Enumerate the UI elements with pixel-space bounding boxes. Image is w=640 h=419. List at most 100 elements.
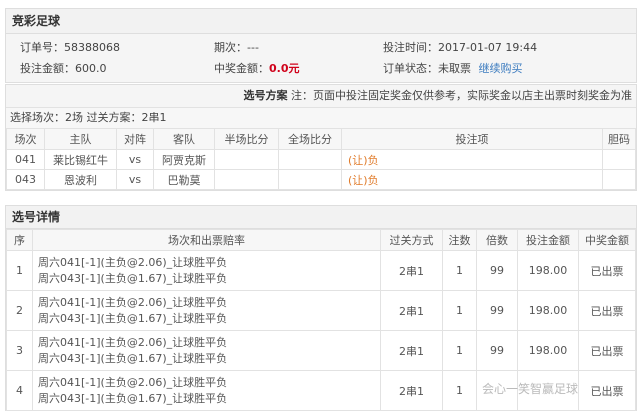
cell-away: 阿贾克斯 [153, 149, 215, 170]
column-header: 中奖金额 [578, 229, 636, 251]
match-line: 周六041[-1](主负@2.06)_让球胜平负 [38, 335, 228, 349]
cell-prize: 已出票 [578, 370, 636, 411]
cell-multiple: 99 [476, 290, 518, 331]
cell-count: 1 [442, 250, 477, 291]
cell-count: 1 [442, 370, 477, 411]
cell-banker [602, 169, 636, 190]
label: 投注时间： [383, 41, 438, 54]
order-status: 订单状态：未取票 继续购买 [383, 60, 523, 76]
match-table: 场次 主队 对阵 客队 半场比分 全场比分 投注项 胆码 041 莱比锡红牛 vs 阿贾克斯 (让)负… [6, 128, 636, 190]
plan-title: 选号方案 [243, 89, 288, 102]
plan-note: 注：页面中投注固定奖金仅供参考，实际奖金以店主出票时刻奖金为准 [291, 89, 632, 102]
detail-panel: 选号详情 序场次和出票赔率 过关方式 注数 倍数 投注金额 中奖金额 1 周六041[-1]… [5, 205, 637, 411]
cell-seq: 1 [6, 250, 33, 291]
column-header: 场次和出票赔率 [32, 229, 381, 251]
table-row: 1 周六041[-1](主负@2.06)_让球胜平负 周六043[-1](主负@1.… [6, 250, 636, 291]
column-header: 过关方式 [380, 229, 443, 251]
column-header: 投注项 [341, 128, 603, 150]
value: 0.0元 [269, 62, 300, 75]
prize-amount: 中奖金额：0.0元 [214, 60, 300, 76]
cell-count: 1 [442, 290, 477, 331]
value: 58388068 [64, 41, 120, 54]
cell-bet: (让)负 [341, 149, 603, 170]
cell-banker [602, 149, 636, 170]
table-row: 3 周六041[-1](主负@2.06)_让球胜平负 周六043[-1](主负@1.… [6, 330, 636, 371]
table-row: 2 周六041[-1](主负@2.06)_让球胜平负 周六043[-1](主负@1.… [6, 290, 636, 331]
column-header: 场次 [6, 128, 45, 150]
column-header: 全场比分 [278, 128, 342, 150]
order-info: 订单号：58388068 期次：--- 投注时间：2017-01-07 19:4… [6, 34, 636, 82]
bet-time: 投注时间：2017-01-07 19:44 [383, 39, 537, 55]
value: 2017-01-07 19:44 [438, 41, 538, 54]
cell-matches: 周六041[-1](主负@2.06)_让球胜平负 周六043[-1](主负@1.6… [32, 370, 381, 411]
cell-home: 恩波利 [44, 169, 117, 190]
cell-amount [517, 370, 579, 411]
detail-table: 序场次和出票赔率 过关方式 注数 倍数 投注金额 中奖金额 1 周六041[-1](主负@2… [6, 229, 636, 411]
order-panel: 竞彩足球 订单号：58388068 期次：--- 投注时间：2017-01-07… [5, 8, 637, 83]
selection-summary: 选择场次：2场 过关方案：2串1 [6, 108, 636, 128]
continue-buy-link[interactable]: 继续购买 [478, 62, 523, 75]
match-line: 周六043[-1](主负@1.67)_让球胜平负 [38, 351, 228, 365]
panel-title: 竞彩足球 [6, 9, 636, 34]
match-line: 周六043[-1](主负@1.67)_让球胜平负 [38, 391, 228, 405]
cell-seq: 4 [6, 370, 33, 411]
table-row: 4 周六041[-1](主负@2.06)_让球胜平负 周六043[-1](主负@1.… [6, 370, 636, 411]
label: 中奖金额： [214, 62, 269, 75]
cell-multiple: 99 [476, 250, 518, 291]
column-header: 胆码 [602, 128, 636, 150]
watermark: 会心一笑智赢足球 [482, 382, 579, 396]
match-line: 周六043[-1](主负@1.67)_让球胜平负 [38, 271, 228, 285]
match-line: 周六043[-1](主负@1.67)_让球胜平负 [38, 311, 228, 325]
cell-vs: vs [116, 149, 154, 170]
column-header: 半场比分 [214, 128, 279, 150]
cell-multiple: 99 [476, 330, 518, 371]
value: 未取票 [438, 62, 471, 75]
cell-seq: 2 [6, 290, 33, 331]
cell-home: 莱比锡红牛 [44, 149, 117, 170]
cell-matches: 周六041[-1](主负@2.06)_让球胜平负 周六043[-1](主负@1.6… [32, 290, 381, 331]
cell-half [214, 149, 279, 170]
label: 订单状态： [383, 62, 438, 75]
column-header: 注数 [442, 229, 477, 251]
cell-bet: (让)负 [341, 169, 603, 190]
cell-full [278, 149, 342, 170]
cell-vs: vs [116, 169, 154, 190]
column-header: 客队 [153, 128, 215, 150]
order-number: 订单号：58388068 [20, 39, 120, 55]
cell-matches: 周六041[-1](主负@2.06)_让球胜平负 周六043[-1](主负@1.6… [32, 330, 381, 371]
cell-pass: 2串1 [380, 370, 443, 411]
cell-amount: 198.00 [517, 250, 579, 291]
cell-half [214, 169, 279, 190]
column-header: 倍数 [476, 229, 518, 251]
label: 期次： [214, 41, 247, 54]
cell-prize: 已出票 [578, 290, 636, 331]
issue: 期次：--- [214, 39, 259, 55]
cell-full [278, 169, 342, 190]
cell-pass: 2串1 [380, 290, 443, 331]
match-line: 周六041[-1](主负@2.06)_让球胜平负 [38, 375, 228, 389]
plan-panel: 选号方案 注：页面中投注固定奖金仅供参考，实际奖金以店主出票时刻奖金为准 选择场… [5, 84, 637, 191]
cell-no: 043 [6, 169, 45, 190]
column-header: 投注金额 [517, 229, 579, 251]
cell-count: 1 [442, 330, 477, 371]
cell-amount: 198.00 [517, 330, 579, 371]
column-header: 序 [6, 229, 33, 251]
cell-no: 041 [6, 149, 45, 170]
value: 600.0 [75, 62, 107, 75]
table-row: 041 莱比锡红牛 vs 阿贾克斯 (让)负 [6, 149, 636, 170]
match-line: 周六041[-1](主负@2.06)_让球胜平负 [38, 295, 228, 309]
bet-amount: 投注金额：600.0 [20, 60, 107, 76]
label: 投注金额： [20, 62, 75, 75]
cell-amount: 198.00 [517, 290, 579, 331]
cell-away: 巴勒莫 [153, 169, 215, 190]
label: 订单号： [20, 41, 64, 54]
cell-prize: 已出票 [578, 330, 636, 371]
plan-header: 选号方案 注：页面中投注固定奖金仅供参考，实际奖金以店主出票时刻奖金为准 [6, 85, 636, 108]
detail-title: 选号详情 [6, 206, 636, 229]
cell-pass: 2串1 [380, 250, 443, 291]
column-header: 主队 [44, 128, 117, 150]
table-row: 043 恩波利 vs 巴勒莫 (让)负 [6, 169, 636, 190]
cell-matches: 周六041[-1](主负@2.06)_让球胜平负 周六043[-1](主负@1.6… [32, 250, 381, 291]
cell-seq: 3 [6, 330, 33, 371]
cell-prize: 已出票 [578, 250, 636, 291]
